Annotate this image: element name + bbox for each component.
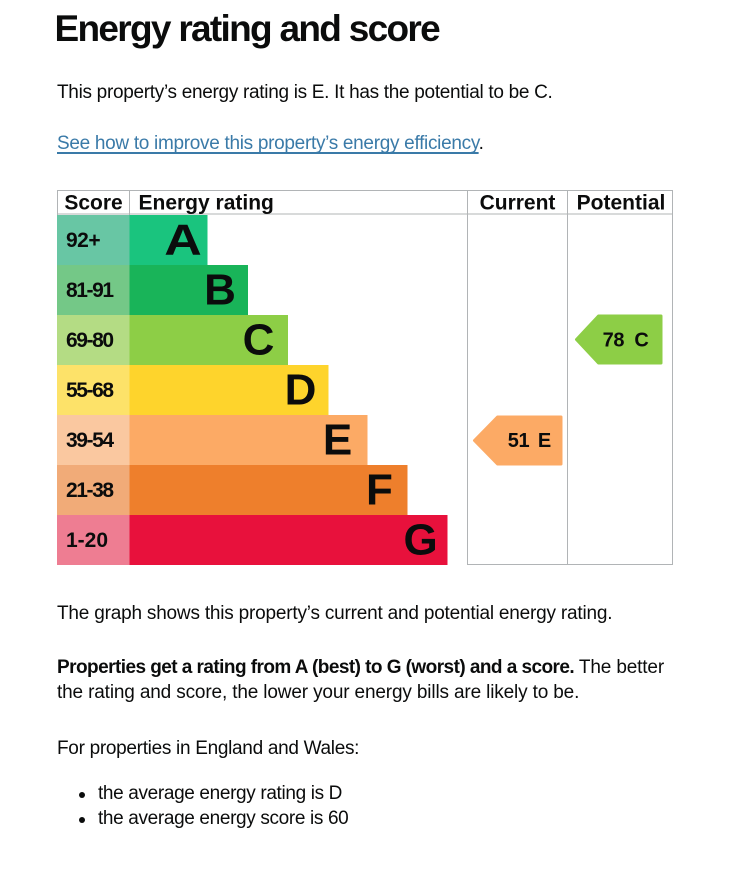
- svg-text:C: C: [243, 316, 275, 365]
- svg-text:78 C: 78 C: [603, 330, 649, 352]
- svg-text:81-91: 81-91: [66, 279, 114, 302]
- svg-text:A: A: [164, 215, 201, 264]
- svg-text:E: E: [323, 416, 352, 465]
- svg-text:1-20: 1-20: [66, 529, 108, 552]
- svg-text:F: F: [366, 466, 393, 515]
- svg-text:Energy rating: Energy rating: [139, 192, 274, 215]
- svg-text:92+: 92+: [66, 229, 100, 252]
- svg-text:D: D: [285, 366, 317, 415]
- svg-text:B: B: [204, 266, 236, 315]
- svg-text:G: G: [403, 516, 437, 565]
- svg-text:Potential: Potential: [577, 192, 666, 215]
- svg-text:69-80: 69-80: [66, 329, 113, 352]
- svg-text:21-38: 21-38: [66, 479, 114, 502]
- svg-text:51 E: 51 E: [508, 430, 551, 452]
- svg-text:Score: Score: [64, 192, 122, 215]
- svg-text:39-54: 39-54: [66, 429, 114, 452]
- svg-text:55-68: 55-68: [66, 379, 114, 402]
- svg-text:Current: Current: [480, 192, 556, 215]
